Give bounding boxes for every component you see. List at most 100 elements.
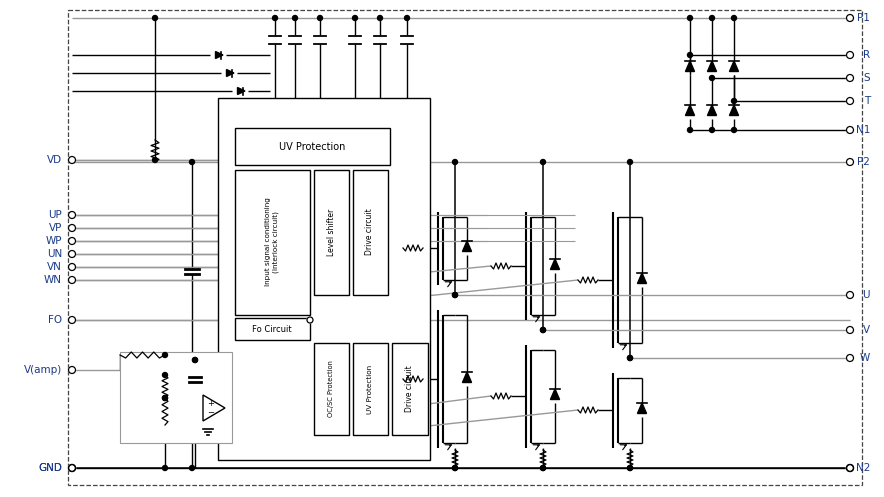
Text: UV Protection: UV Protection — [367, 364, 373, 414]
Circle shape — [847, 52, 853, 59]
Circle shape — [628, 466, 632, 471]
Text: V: V — [863, 325, 870, 335]
Text: N2: N2 — [856, 463, 870, 473]
Bar — [353, 170, 388, 295]
Text: S: S — [864, 73, 870, 83]
Circle shape — [272, 15, 278, 20]
Text: U: U — [863, 290, 870, 300]
Polygon shape — [707, 61, 717, 72]
Text: GND: GND — [38, 463, 62, 473]
Circle shape — [847, 292, 853, 299]
Circle shape — [189, 466, 194, 471]
Circle shape — [68, 250, 75, 257]
Bar — [68, 10, 862, 485]
Circle shape — [68, 276, 75, 283]
Text: V(amp): V(amp) — [24, 365, 62, 375]
Circle shape — [847, 465, 853, 472]
Polygon shape — [729, 61, 738, 72]
Circle shape — [68, 366, 75, 374]
Text: −: − — [208, 409, 215, 417]
Bar — [314, 170, 349, 295]
Circle shape — [688, 53, 692, 58]
Circle shape — [731, 98, 736, 103]
Circle shape — [628, 160, 632, 165]
Polygon shape — [462, 241, 471, 251]
Circle shape — [710, 128, 714, 133]
Circle shape — [540, 328, 545, 332]
Circle shape — [453, 466, 458, 471]
Circle shape — [68, 225, 75, 232]
Polygon shape — [203, 395, 225, 421]
Text: Fo Circuit: Fo Circuit — [252, 325, 292, 333]
Text: OC/SC Protection: OC/SC Protection — [328, 360, 334, 417]
Circle shape — [540, 160, 545, 165]
Polygon shape — [637, 403, 646, 414]
Polygon shape — [729, 105, 738, 115]
Circle shape — [68, 212, 75, 219]
Text: WP: WP — [45, 236, 62, 246]
Text: VN: VN — [47, 262, 62, 272]
Circle shape — [540, 328, 545, 332]
Text: R: R — [863, 50, 870, 60]
Polygon shape — [685, 105, 695, 115]
Circle shape — [68, 238, 75, 245]
Circle shape — [628, 355, 632, 360]
Bar — [235, 128, 390, 165]
Polygon shape — [238, 87, 245, 94]
Circle shape — [847, 127, 853, 134]
Circle shape — [307, 317, 313, 323]
Circle shape — [688, 128, 692, 133]
Circle shape — [68, 157, 75, 164]
Polygon shape — [226, 70, 234, 77]
Text: Input signal conditioning
(Interlock circuit): Input signal conditioning (Interlock cir… — [265, 198, 278, 286]
Circle shape — [293, 15, 298, 20]
Text: P1: P1 — [857, 13, 870, 23]
Text: T: T — [864, 96, 870, 106]
Circle shape — [453, 160, 458, 165]
Text: VD: VD — [47, 155, 62, 165]
Text: UV Protection: UV Protection — [278, 142, 345, 152]
Circle shape — [847, 75, 853, 82]
Circle shape — [453, 293, 458, 298]
Polygon shape — [707, 105, 717, 115]
Circle shape — [847, 97, 853, 104]
Circle shape — [189, 160, 194, 165]
Circle shape — [710, 76, 714, 81]
Bar — [235, 170, 310, 315]
Bar — [235, 318, 310, 340]
Circle shape — [193, 357, 197, 362]
Circle shape — [377, 15, 383, 20]
Circle shape — [688, 15, 692, 20]
Bar — [218, 98, 430, 460]
Circle shape — [163, 352, 167, 357]
Circle shape — [628, 466, 632, 471]
Circle shape — [847, 159, 853, 166]
Circle shape — [353, 15, 357, 20]
Text: GND: GND — [38, 463, 62, 473]
Polygon shape — [551, 389, 560, 400]
Circle shape — [847, 14, 853, 21]
Circle shape — [731, 128, 736, 133]
Bar — [314, 343, 349, 435]
Text: P2: P2 — [857, 157, 870, 167]
Text: +: + — [208, 399, 215, 408]
Text: UN: UN — [47, 249, 62, 259]
Text: FO: FO — [48, 315, 62, 325]
Text: VP: VP — [49, 223, 62, 233]
Circle shape — [153, 158, 157, 163]
Circle shape — [68, 465, 75, 472]
Bar — [392, 343, 428, 435]
Text: Level shifter: Level shifter — [326, 208, 336, 255]
Circle shape — [317, 15, 323, 20]
Text: Drive circuit: Drive circuit — [406, 366, 415, 413]
Circle shape — [163, 466, 167, 471]
Circle shape — [453, 466, 458, 471]
Circle shape — [540, 466, 545, 471]
Text: UP: UP — [49, 210, 62, 220]
Polygon shape — [216, 52, 223, 59]
Polygon shape — [637, 273, 646, 283]
Circle shape — [453, 293, 458, 298]
Circle shape — [710, 15, 714, 20]
Circle shape — [163, 396, 167, 401]
Circle shape — [405, 15, 409, 20]
